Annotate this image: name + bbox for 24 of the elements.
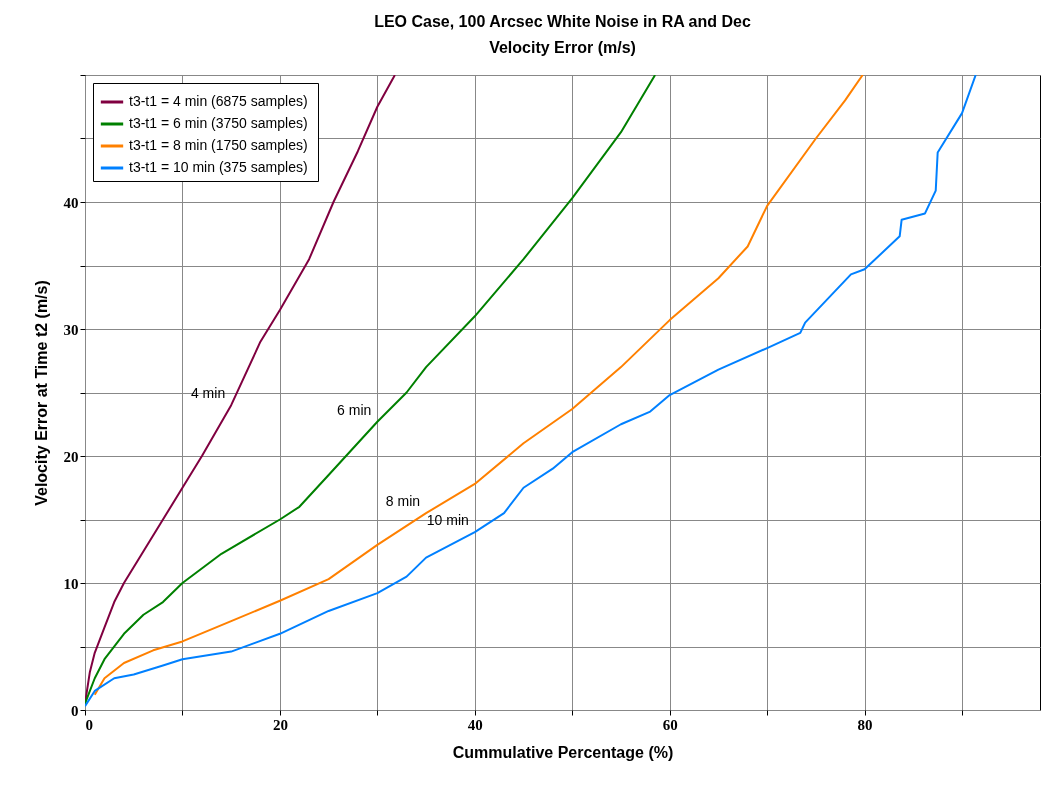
line-series <box>93 75 864 696</box>
y-tick-label: 10 <box>63 575 79 592</box>
annotation: 6 min <box>337 401 372 418</box>
x-tick-label: 80 <box>857 716 873 733</box>
chart-title: LEO Case, 100 Arcsec White Noise in RA and Dec <box>374 13 751 30</box>
annotation: 8 min <box>385 493 421 510</box>
legend-label: t3-t1 = 10 min (375 samples) <box>129 159 308 175</box>
line-series <box>85 75 657 705</box>
y-tick-label: 20 <box>63 448 79 465</box>
chart-subtitle: Velocity Error (m/s) <box>489 39 636 56</box>
x-tick-label: 0 <box>85 716 93 733</box>
x-tick-label: 20 <box>272 716 288 733</box>
annotation: 10 min <box>426 512 469 529</box>
x-tick-label: 60 <box>662 716 678 733</box>
x-axis-title: Cummulative Percentage (%) <box>452 743 674 761</box>
y-tick-label: 40 <box>63 194 79 211</box>
y-tick-label: 0 <box>71 702 79 719</box>
y-tick-label: 30 <box>63 321 79 338</box>
x-tick-label: 40 <box>467 716 483 733</box>
legend-label: t3-t1 = 8 min (1750 samples) <box>129 137 308 153</box>
legend-label: t3-t1 = 4 min (6875 samples) <box>129 93 308 109</box>
legend-label: t3-t1 = 6 min (3750 samples) <box>129 115 308 131</box>
y-axis-title: Velocity Error at Time t2 (m/s) <box>32 280 50 506</box>
annotation: 4 min <box>190 385 226 402</box>
